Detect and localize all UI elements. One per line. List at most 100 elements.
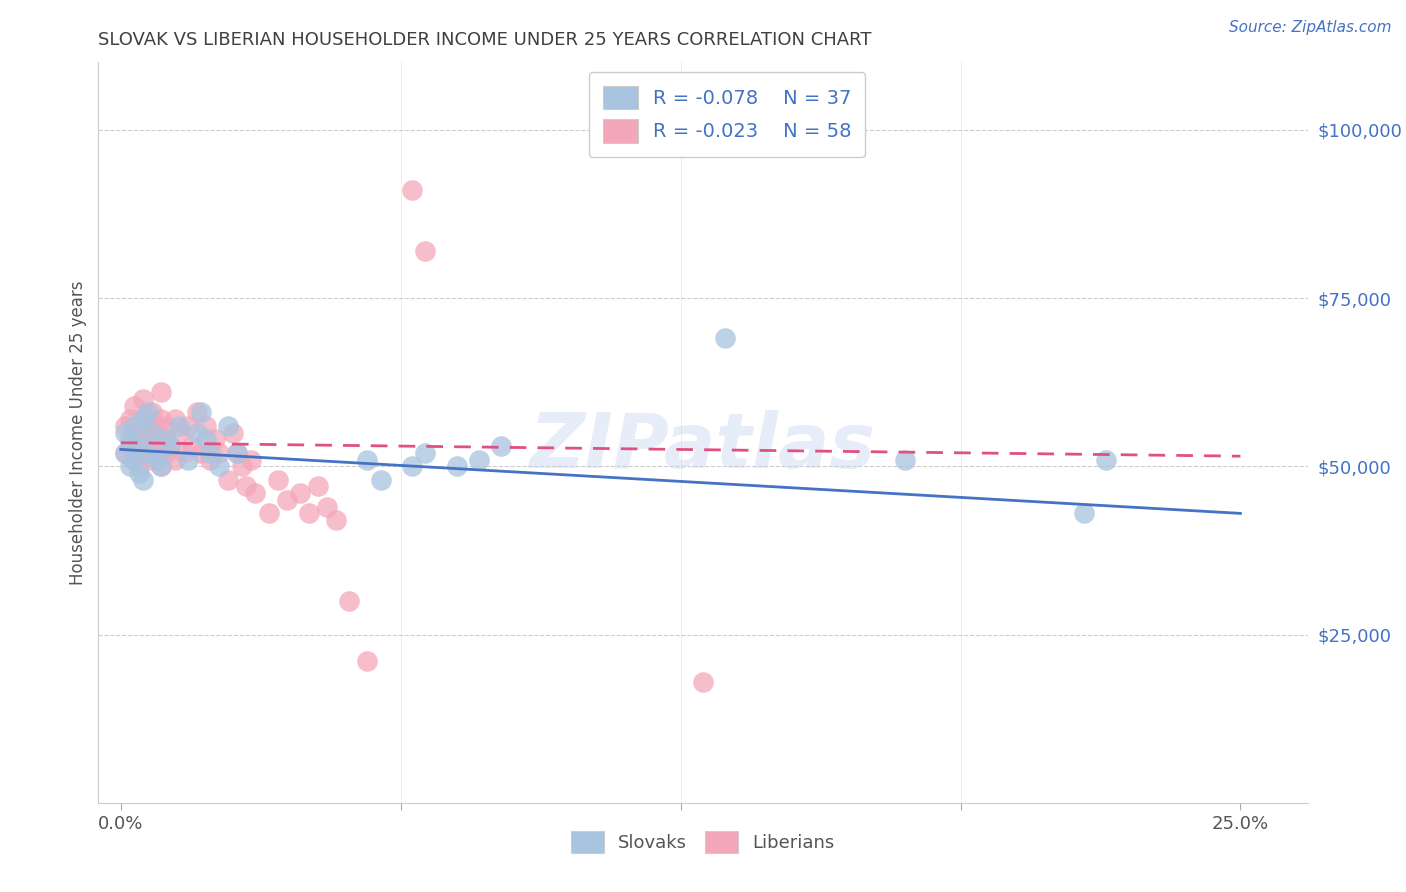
Point xyxy=(159,439,181,453)
Point xyxy=(132,473,155,487)
Point xyxy=(415,446,437,460)
Legend: Slovaks, Liberians: Slovaks, Liberians xyxy=(564,824,842,861)
Point xyxy=(118,412,141,426)
Point xyxy=(128,439,150,453)
Point xyxy=(307,479,329,493)
Point xyxy=(325,513,347,527)
Point xyxy=(141,425,163,440)
Point xyxy=(217,418,239,433)
Point xyxy=(159,439,181,453)
Point xyxy=(122,452,145,467)
Point xyxy=(190,405,212,419)
Point xyxy=(235,479,257,493)
Point xyxy=(288,486,311,500)
Point xyxy=(145,446,167,460)
Point xyxy=(177,418,200,433)
Point xyxy=(118,459,141,474)
Point xyxy=(186,425,208,440)
Point xyxy=(128,466,150,480)
Point xyxy=(132,412,155,426)
Point xyxy=(150,385,173,400)
Point xyxy=(257,507,280,521)
Point xyxy=(217,473,239,487)
Text: ZIPatlas: ZIPatlas xyxy=(530,410,876,484)
Point xyxy=(226,446,249,460)
Point xyxy=(231,459,253,474)
Point xyxy=(714,331,737,345)
Point xyxy=(181,439,204,453)
Point xyxy=(141,452,163,467)
Point xyxy=(122,425,145,440)
Point xyxy=(141,425,163,440)
Point xyxy=(276,492,298,507)
Point xyxy=(204,433,226,447)
Point xyxy=(136,446,159,460)
Point xyxy=(114,418,136,433)
Text: SLOVAK VS LIBERIAN HOUSEHOLDER INCOME UNDER 25 YEARS CORRELATION CHART: SLOVAK VS LIBERIAN HOUSEHOLDER INCOME UN… xyxy=(98,31,872,49)
Point xyxy=(200,452,222,467)
Point xyxy=(356,452,378,467)
Point xyxy=(114,446,136,460)
Point xyxy=(122,399,145,413)
Point xyxy=(167,418,190,433)
Point xyxy=(298,507,321,521)
Point xyxy=(132,392,155,406)
Point xyxy=(208,459,231,474)
Point xyxy=(893,452,915,467)
Point xyxy=(150,459,173,474)
Point xyxy=(186,405,208,419)
Point xyxy=(155,418,177,433)
Point xyxy=(167,425,190,440)
Point xyxy=(136,439,159,453)
Point xyxy=(177,452,200,467)
Point xyxy=(1073,507,1095,521)
Point xyxy=(145,452,167,467)
Point xyxy=(118,439,141,453)
Point xyxy=(194,433,217,447)
Point xyxy=(114,425,136,440)
Point xyxy=(122,452,145,467)
Point xyxy=(370,473,392,487)
Point xyxy=(132,446,155,460)
Point xyxy=(141,405,163,419)
Point xyxy=(468,452,491,467)
Point xyxy=(356,655,378,669)
Point xyxy=(208,446,231,460)
Point xyxy=(114,446,136,460)
Point xyxy=(145,418,167,433)
Point xyxy=(692,674,714,689)
Point xyxy=(150,433,173,447)
Point xyxy=(194,418,217,433)
Point xyxy=(128,459,150,474)
Point xyxy=(1095,452,1118,467)
Point xyxy=(155,433,177,447)
Point xyxy=(415,244,437,258)
Point xyxy=(155,446,177,460)
Point xyxy=(222,425,245,440)
Point xyxy=(243,486,266,500)
Point xyxy=(401,183,423,197)
Point xyxy=(226,446,249,460)
Point xyxy=(491,439,513,453)
Point xyxy=(132,418,155,433)
Point xyxy=(122,418,145,433)
Text: Source: ZipAtlas.com: Source: ZipAtlas.com xyxy=(1229,20,1392,35)
Point xyxy=(315,500,337,514)
Point xyxy=(150,459,173,474)
Point xyxy=(200,446,222,460)
Y-axis label: Householder Income Under 25 years: Householder Income Under 25 years xyxy=(69,280,87,585)
Point xyxy=(136,412,159,426)
Point xyxy=(118,433,141,447)
Point xyxy=(239,452,262,467)
Point xyxy=(446,459,468,474)
Point xyxy=(150,412,173,426)
Point xyxy=(163,412,186,426)
Point xyxy=(190,446,212,460)
Point xyxy=(266,473,288,487)
Point xyxy=(163,452,186,467)
Point xyxy=(136,405,159,419)
Point xyxy=(337,594,360,608)
Point xyxy=(173,446,195,460)
Point xyxy=(401,459,423,474)
Point xyxy=(128,433,150,447)
